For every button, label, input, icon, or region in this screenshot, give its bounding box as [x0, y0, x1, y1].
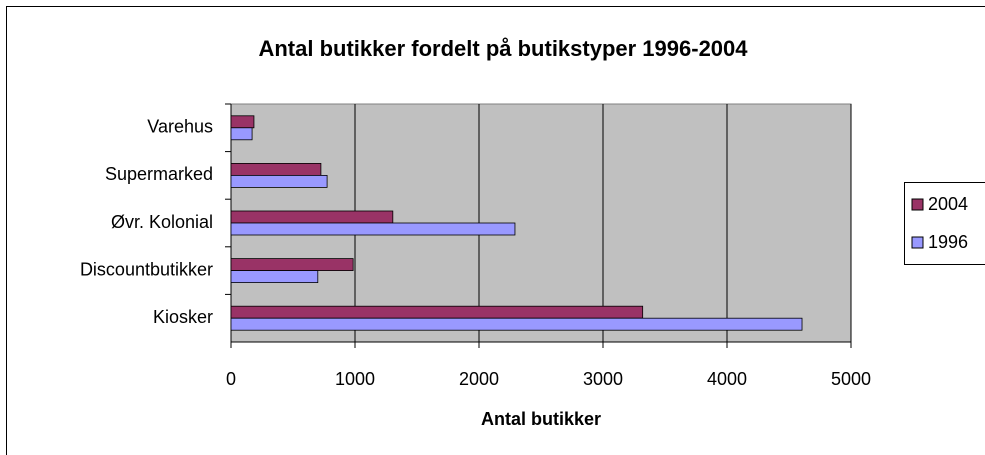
x-tick-label: 5000 [831, 369, 871, 389]
x-tick-label: 2000 [459, 369, 499, 389]
bar [230, 270, 319, 284]
bar [230, 210, 394, 224]
y-tick-label: Kiosker [153, 307, 213, 327]
x-tick-label: 3000 [583, 369, 623, 389]
bar [230, 305, 644, 319]
x-axis-title: Antal butikker [481, 409, 601, 429]
chart-title: Antal butikker fordelt på butikstyper 19… [258, 36, 748, 61]
legend-swatch [911, 236, 924, 249]
bar [230, 222, 516, 236]
x-tick-label: 0 [226, 369, 236, 389]
legend-label: 1996 [928, 232, 968, 252]
y-tick-label: Supermarked [105, 164, 213, 184]
legend-swatch [911, 198, 924, 211]
legend-label: 2004 [928, 194, 968, 214]
legend-box [904, 182, 985, 265]
y-tick-label: Varehus [147, 117, 213, 137]
y-tick-label: Discountbutikker [80, 259, 213, 279]
bar [230, 162, 322, 176]
bar [230, 115, 255, 129]
y-tick-label: Øvr. Kolonial [111, 212, 213, 232]
bar [230, 174, 328, 188]
x-tick-label: 4000 [707, 369, 747, 389]
x-tick-label: 1000 [335, 369, 375, 389]
bar [230, 258, 354, 272]
bar [230, 317, 803, 331]
bar [230, 127, 253, 141]
